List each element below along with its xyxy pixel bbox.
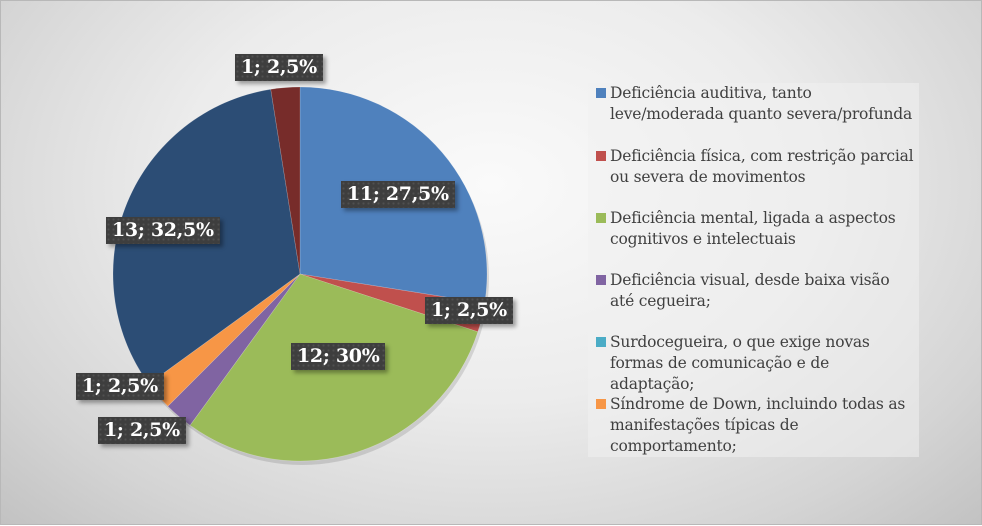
legend-text: Deficiência visual, desde baixa visão at… — [610, 271, 890, 310]
legend-text: Deficiência física, com restrição parcia… — [610, 147, 914, 186]
pie-slice-4 — [167, 273, 301, 426]
legend-swatch-icon — [596, 275, 606, 285]
data-label-slice-7: 13; 32,5% — [106, 217, 220, 244]
legend-item: Deficiência mental, ligada a aspectos co… — [596, 208, 918, 250]
legend-item: Deficiência física, com restrição parcia… — [596, 146, 918, 188]
data-label-slice-3: 12; 30% — [291, 343, 386, 370]
legend-item: Deficiência auditiva, tanto leve/moderad… — [596, 83, 918, 125]
data-label-slice-2: 1; 2,5% — [425, 297, 513, 324]
legend-swatch-icon — [596, 151, 606, 161]
data-label-slice-8: 1; 2,5% — [235, 54, 323, 81]
legend-swatch-icon — [596, 337, 606, 347]
legend-text: Surdocegueira, o que exige novas formas … — [610, 333, 870, 393]
legend: Deficiência auditiva, tanto leve/moderad… — [588, 83, 919, 457]
legend-swatch-icon — [596, 213, 606, 223]
legend-text: Síndrome de Down, incluindo todas as man… — [610, 395, 906, 455]
pie-slice-8 — [270, 86, 301, 275]
legend-item: Síndrome de Down, incluindo todas as man… — [596, 394, 918, 457]
legend-text: Deficiência auditiva, tanto leve/moderad… — [610, 84, 913, 123]
legend-item: Deficiência visual, desde baixa visão at… — [596, 270, 918, 312]
legend-swatch-icon — [596, 88, 606, 98]
data-label-slice-4: 1; 2,5% — [98, 417, 186, 444]
data-label-slice-6: 1; 2,5% — [76, 373, 164, 400]
legend-item: Surdocegueira, o que exige novas formas … — [596, 332, 918, 395]
legend-text: Deficiência mental, ligada a aspectos co… — [610, 209, 896, 248]
data-label-slice-1: 11; 27,5% — [341, 181, 455, 208]
legend-swatch-icon — [596, 399, 606, 409]
